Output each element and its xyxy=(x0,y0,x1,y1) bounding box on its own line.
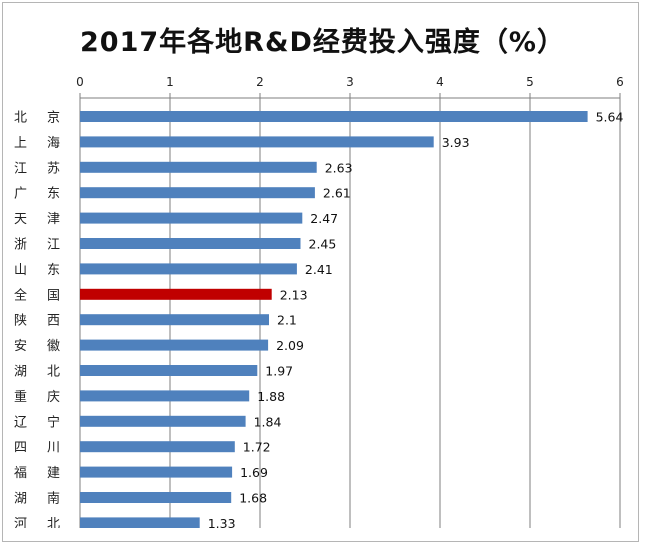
bar xyxy=(80,492,231,503)
bar xyxy=(80,289,272,300)
bar-value-label: 1.72 xyxy=(243,440,271,455)
bar xyxy=(80,517,200,528)
category-label-char: 徽 xyxy=(47,339,60,354)
category-label-char: 北 xyxy=(47,365,60,380)
bar-value-label: 1.97 xyxy=(265,364,293,379)
category-label-char: 东 xyxy=(47,187,60,202)
category-label-char: 苏 xyxy=(47,160,60,176)
bar-value-label: 3.93 xyxy=(442,135,470,150)
bar xyxy=(80,162,317,173)
x-tick-label: 6 xyxy=(616,75,624,89)
bar-value-label: 1.84 xyxy=(254,414,282,429)
category-label-char: 江 xyxy=(14,161,27,176)
bar-value-label: 2.09 xyxy=(276,338,304,353)
bar-value-label: 2.47 xyxy=(310,211,338,226)
bar xyxy=(80,238,301,249)
bar xyxy=(80,314,269,325)
category-label-char: 广 xyxy=(14,187,27,202)
bar-value-label: 2.1 xyxy=(277,313,297,328)
x-tick-label: 3 xyxy=(346,75,354,89)
bar xyxy=(80,340,268,351)
bar xyxy=(80,136,434,147)
category-label-char: 四 xyxy=(14,441,27,456)
bar xyxy=(80,365,257,376)
bar-value-label: 2.13 xyxy=(280,287,308,302)
category-label-char: 西 xyxy=(47,314,60,329)
bar xyxy=(80,441,235,452)
category-label-char: 重 xyxy=(14,389,27,405)
category-label-char: 天 xyxy=(14,212,27,227)
category-label-char: 湖 xyxy=(14,365,27,380)
category-label-char: 东 xyxy=(47,263,60,278)
category-label-char: 海 xyxy=(47,136,60,151)
category-label-char: 全 xyxy=(14,287,27,303)
bar xyxy=(80,390,249,401)
category-label-char: 建 xyxy=(47,466,60,481)
bar-value-label: 2.61 xyxy=(323,186,351,201)
bar-value-label: 1.88 xyxy=(257,389,285,404)
x-tick-label: 2 xyxy=(256,75,264,89)
bar xyxy=(80,416,246,427)
x-tick-label: 1 xyxy=(166,75,174,89)
x-tick-label: 5 xyxy=(526,75,534,89)
category-label-char: 京 xyxy=(47,111,60,126)
bar xyxy=(80,213,302,224)
category-label-char: 河 xyxy=(14,517,27,528)
bar-value-label: 2.41 xyxy=(305,262,333,277)
bar xyxy=(80,111,588,122)
category-label-char: 北 xyxy=(14,111,27,126)
bar xyxy=(80,467,232,478)
category-label-char: 江 xyxy=(47,238,60,253)
category-label-char: 上 xyxy=(14,136,27,151)
bar-chart: 0 1 2 3 4 5 65.64北 京3.93上 海2.63江 苏2.61广 东2.47天 津2.4… xyxy=(0,0,645,528)
bar-value-label: 2.45 xyxy=(309,237,337,252)
bar xyxy=(80,187,315,198)
bar xyxy=(80,263,297,274)
category-label-char: 湖 xyxy=(14,492,27,507)
category-label-char: 陕 xyxy=(14,314,27,329)
category-label-char: 南 xyxy=(47,491,60,507)
bar-value-label: 2.63 xyxy=(325,160,353,175)
category-label-char: 辽 xyxy=(14,415,27,430)
category-label-char: 北 xyxy=(47,517,60,528)
category-label-char: 庆 xyxy=(47,390,60,405)
category-label-char: 山 xyxy=(14,263,27,278)
category-label-char: 浙 xyxy=(14,238,27,253)
x-tick-label: 4 xyxy=(436,75,444,89)
bar-value-label: 1.69 xyxy=(240,465,268,480)
x-tick-label: 0 xyxy=(76,75,84,89)
bar-value-label: 5.64 xyxy=(596,110,624,125)
category-label-char: 国 xyxy=(47,288,60,303)
category-label-char: 宁 xyxy=(47,414,60,430)
bar-value-label: 1.68 xyxy=(239,491,267,506)
category-label-char: 安 xyxy=(14,339,27,354)
bar-value-label: 1.33 xyxy=(208,516,236,528)
category-label-char: 川 xyxy=(47,441,60,456)
category-label-char: 津 xyxy=(47,212,60,227)
category-label-char: 福 xyxy=(14,466,27,481)
